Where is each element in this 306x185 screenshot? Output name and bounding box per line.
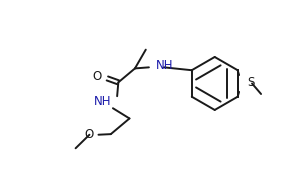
Text: O: O — [93, 70, 102, 83]
Text: NH: NH — [94, 95, 111, 107]
Text: NH: NH — [155, 59, 173, 72]
Text: S: S — [247, 76, 255, 89]
Text: O: O — [84, 128, 94, 141]
